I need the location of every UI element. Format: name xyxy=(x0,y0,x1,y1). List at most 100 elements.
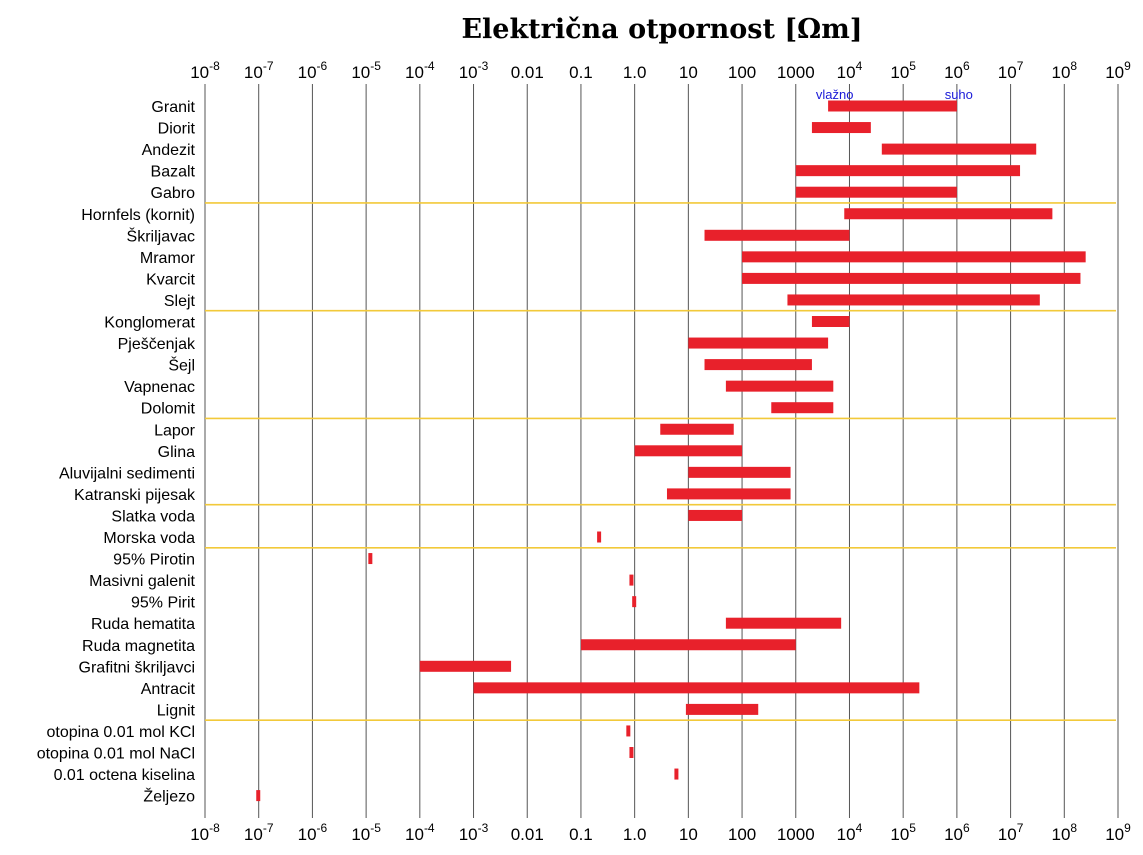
x-tick-label: 10-6 xyxy=(298,59,328,82)
range-bar xyxy=(580,639,796,651)
x-tick-label: 106 xyxy=(944,59,970,82)
range-bar xyxy=(666,488,791,500)
range-bar xyxy=(795,186,957,198)
x-tick-label: 1000 xyxy=(777,825,815,844)
x-tick-label: 1.0 xyxy=(623,63,647,82)
range-bar xyxy=(688,337,829,349)
row-label: Pješčenjak xyxy=(118,336,196,353)
x-tick-label: 10-5 xyxy=(351,821,381,844)
x-tick-label: 104 xyxy=(837,59,863,82)
x-tick-label: 0.1 xyxy=(569,825,593,844)
row-label: Kvarcit xyxy=(146,271,195,288)
range-bar xyxy=(473,682,920,694)
range-bar xyxy=(419,660,512,672)
range-bar xyxy=(828,100,957,112)
x-tick-label: 1.0 xyxy=(623,825,647,844)
range-bar xyxy=(629,747,634,758)
row-label: otopina 0.01 mol NaCl xyxy=(37,746,195,763)
range-bar xyxy=(632,596,637,608)
range-bar xyxy=(881,143,1037,155)
bottom-axis: 10-8 10-7 10-6 10-5 10-4 10-3 0.01 0.1 1.0 10 100 1… xyxy=(190,821,1131,844)
x-tick-label: 0.01 xyxy=(511,63,544,82)
row-label: Željezo xyxy=(143,787,195,806)
row-label: Masivni galenit xyxy=(89,573,195,590)
row-label: Konglomerat xyxy=(104,315,195,332)
row-label: Diorit xyxy=(158,121,196,138)
row-label: 0.01 octena kiselina xyxy=(54,767,196,784)
row-label: 95% Pirit xyxy=(131,595,196,612)
range-bar xyxy=(771,402,834,414)
x-tick-label: 10 xyxy=(679,63,698,82)
row-label: Slatka voda xyxy=(111,508,195,525)
range-bar xyxy=(844,208,1053,220)
x-tick-label: 108 xyxy=(1051,59,1077,82)
row-label: Lignit xyxy=(157,702,196,719)
row-label: Grafitni škriljavci xyxy=(79,659,195,676)
x-tick-label: 10-7 xyxy=(244,821,274,844)
separator-layer xyxy=(205,202,1116,721)
range-bar xyxy=(688,466,791,478)
range-bar xyxy=(704,359,812,371)
note-layer: vlažno suho xyxy=(816,87,973,102)
row-label: 95% Pirotin xyxy=(113,552,195,569)
range-bar xyxy=(742,251,1086,263)
range-bar xyxy=(674,768,679,780)
range-bar xyxy=(725,380,834,392)
range-note: suho xyxy=(945,87,973,102)
x-tick-label: 10-5 xyxy=(351,59,381,82)
range-bar xyxy=(787,294,1040,306)
row-label: Granit xyxy=(151,99,195,116)
range-bar xyxy=(688,509,743,521)
row-label: Andezit xyxy=(142,142,196,159)
row-label-layer: Granit Diorit Andezit Bazalt Gabro Hornfels (… xyxy=(37,99,196,806)
x-tick-label: 10-3 xyxy=(459,821,489,844)
x-tick-label: 1000 xyxy=(777,63,815,82)
chart-title: Električna otpornost [Ωm] xyxy=(461,14,862,45)
x-tick-label: 10-4 xyxy=(405,59,435,82)
row-label: Aluvijalni sedimenti xyxy=(59,465,195,482)
range-bar xyxy=(811,316,850,327)
x-tick-label: 10-7 xyxy=(244,59,274,82)
range-note: vlažno xyxy=(816,87,854,102)
range-bar xyxy=(811,122,871,134)
row-label: Glina xyxy=(158,444,195,461)
x-tick-label: 10-8 xyxy=(190,59,220,82)
x-tick-label: 105 xyxy=(890,821,916,844)
row-label: Lapor xyxy=(154,422,196,439)
row-label: Ruda hematita xyxy=(91,616,195,633)
x-tick-label: 107 xyxy=(998,821,1024,844)
range-bar xyxy=(597,531,602,543)
range-bar xyxy=(626,725,631,737)
top-axis: 10-8 10-7 10-6 10-5 10-4 10-3 0.01 0.1 1.0 10 100 1… xyxy=(190,59,1131,82)
bar-layer xyxy=(256,100,1086,802)
range-bar xyxy=(368,553,373,565)
x-tick-label: 109 xyxy=(1105,821,1131,844)
x-tick-label: 0.1 xyxy=(569,63,593,82)
row-label: Antracit xyxy=(141,681,196,698)
range-bar xyxy=(742,272,1081,284)
range-bar xyxy=(685,703,759,715)
x-tick-label: 106 xyxy=(944,821,970,844)
x-tick-label: 109 xyxy=(1105,59,1131,82)
x-tick-label: 10-4 xyxy=(405,821,435,844)
range-bar xyxy=(725,617,842,629)
range-bar xyxy=(795,165,1021,177)
x-tick-label: 100 xyxy=(728,63,756,82)
row-label: Morska voda xyxy=(103,530,195,547)
row-label: Slejt xyxy=(164,293,196,310)
row-label: Škriljavac xyxy=(127,226,195,245)
range-bar xyxy=(704,229,850,241)
x-tick-label: 10-3 xyxy=(459,59,489,82)
row-label: otopina 0.01 mol KCl xyxy=(46,724,195,741)
row-label: Vapnenac xyxy=(124,379,195,396)
x-tick-label: 0.01 xyxy=(511,825,544,844)
range-bar xyxy=(256,790,261,802)
row-label: Mramor xyxy=(140,250,196,267)
row-label: Katranski pijesak xyxy=(74,487,196,504)
row-label: Šejl xyxy=(168,356,195,375)
x-tick-label: 100 xyxy=(728,825,756,844)
x-tick-label: 10-6 xyxy=(298,821,328,844)
row-label: Bazalt xyxy=(151,164,196,181)
row-label: Ruda magnetita xyxy=(82,638,195,655)
